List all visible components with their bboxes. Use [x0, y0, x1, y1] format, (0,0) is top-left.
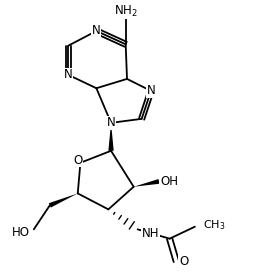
Text: O: O: [73, 154, 82, 167]
Polygon shape: [49, 193, 78, 207]
Text: N: N: [92, 24, 101, 38]
Text: OH: OH: [160, 175, 178, 188]
Text: NH: NH: [142, 227, 159, 240]
Text: N: N: [64, 68, 73, 81]
Text: N: N: [107, 116, 115, 129]
Text: N: N: [147, 84, 155, 97]
Polygon shape: [108, 123, 114, 151]
Text: HO: HO: [12, 225, 30, 239]
Text: O: O: [179, 255, 188, 268]
Polygon shape: [134, 179, 160, 187]
Text: CH$_3$: CH$_3$: [203, 218, 225, 232]
Text: NH$_2$: NH$_2$: [114, 3, 138, 18]
